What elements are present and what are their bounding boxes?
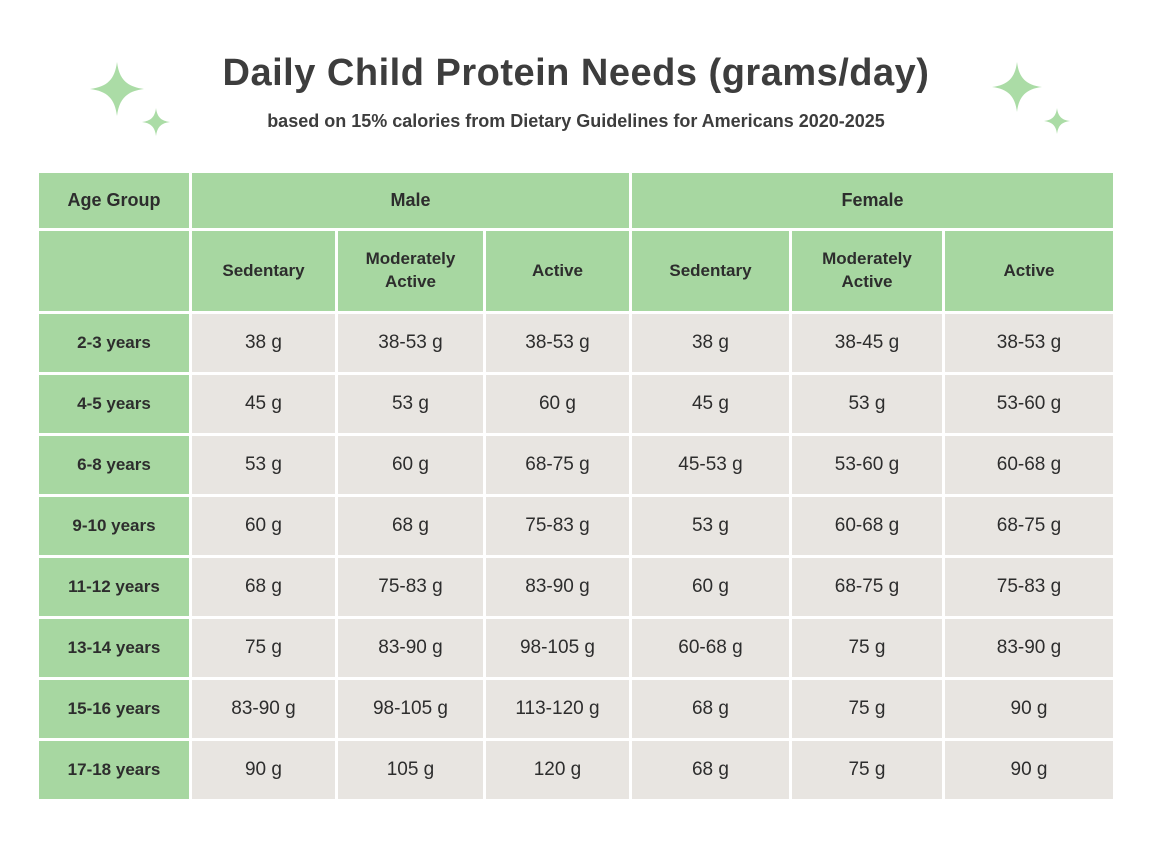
age-cell: 2-3 years — [38, 314, 189, 372]
table-row: 2-3 years 38 g 38-53 g 38-53 g 38 g 38-4… — [38, 314, 1114, 372]
sparkle-right-decoration — [992, 62, 1092, 152]
data-cell: 38 g — [191, 314, 335, 372]
data-cell: 90 g — [944, 680, 1114, 738]
data-cell: 68-75 g — [485, 436, 629, 494]
table-row: 15-16 years 83-90 g 98-105 g 113-120 g 6… — [38, 680, 1114, 738]
data-cell: 53-60 g — [944, 375, 1114, 433]
data-cell: 53-60 g — [791, 436, 942, 494]
data-cell: 75 g — [791, 680, 942, 738]
header: Daily Child Protein Needs (grams/day) ba… — [0, 0, 1152, 136]
table-row: 4-5 years 45 g 53 g 60 g 45 g 53 g 53-60… — [38, 375, 1114, 433]
data-cell: 75-83 g — [337, 558, 483, 616]
data-cell: 60-68 g — [631, 619, 789, 677]
age-cell: 17-18 years — [38, 741, 189, 799]
data-cell: 68 g — [191, 558, 335, 616]
data-cell: 90 g — [944, 741, 1114, 799]
data-cell: 45 g — [191, 375, 335, 433]
sparkle-icon — [142, 108, 170, 136]
table-row: 11-12 years 68 g 75-83 g 83-90 g 60 g 68… — [38, 558, 1114, 616]
data-cell: 83-90 g — [191, 680, 335, 738]
data-cell: 60-68 g — [944, 436, 1114, 494]
data-cell: 68 g — [337, 497, 483, 555]
female-group-header: Female — [631, 173, 1114, 228]
data-cell: 38-53 g — [485, 314, 629, 372]
sparkle-left-decoration — [90, 62, 190, 152]
female-active-header: Active — [944, 231, 1114, 311]
age-cell: 15-16 years — [38, 680, 189, 738]
data-cell: 60 g — [485, 375, 629, 433]
data-cell: 75-83 g — [485, 497, 629, 555]
group-header-row: Age Group Male Female — [38, 173, 1114, 228]
data-cell: 113-120 g — [485, 680, 629, 738]
data-cell: 45 g — [631, 375, 789, 433]
table-row: 6-8 years 53 g 60 g 68-75 g 45-53 g 53-6… — [38, 436, 1114, 494]
data-cell: 68 g — [631, 680, 789, 738]
table-row: 17-18 years 90 g 105 g 120 g 68 g 75 g 9… — [38, 741, 1114, 799]
data-cell: 105 g — [337, 741, 483, 799]
protein-needs-table: Age Group Male Female Sedentary Moderate… — [35, 170, 1117, 802]
data-cell: 68 g — [631, 741, 789, 799]
sparkle-icon — [1044, 108, 1070, 134]
male-moderately-active-header: Moderately Active — [337, 231, 483, 311]
data-cell: 98-105 g — [485, 619, 629, 677]
age-group-header: Age Group — [38, 173, 189, 228]
age-cell: 4-5 years — [38, 375, 189, 433]
data-cell: 83-90 g — [337, 619, 483, 677]
data-cell: 53 g — [337, 375, 483, 433]
data-cell: 75 g — [191, 619, 335, 677]
data-cell: 83-90 g — [944, 619, 1114, 677]
data-cell: 53 g — [191, 436, 335, 494]
empty-corner-cell — [38, 231, 189, 311]
data-cell: 75-83 g — [944, 558, 1114, 616]
sparkle-icon — [992, 62, 1042, 112]
female-moderately-active-header: Moderately Active — [791, 231, 942, 311]
data-cell: 90 g — [191, 741, 335, 799]
data-cell: 75 g — [791, 741, 942, 799]
male-sedentary-header: Sedentary — [191, 231, 335, 311]
data-cell: 68-75 g — [791, 558, 942, 616]
data-cell: 75 g — [791, 619, 942, 677]
age-cell: 11-12 years — [38, 558, 189, 616]
sub-header-row: Sedentary Moderately Active Active Seden… — [38, 231, 1114, 311]
male-group-header: Male — [191, 173, 629, 228]
page-title: Daily Child Protein Needs (grams/day) — [222, 52, 930, 94]
sparkle-icon — [90, 62, 144, 116]
data-cell: 68-75 g — [944, 497, 1114, 555]
age-cell: 9-10 years — [38, 497, 189, 555]
table-row: 9-10 years 60 g 68 g 75-83 g 53 g 60-68 … — [38, 497, 1114, 555]
age-cell: 13-14 years — [38, 619, 189, 677]
data-cell: 38 g — [631, 314, 789, 372]
table-row: 13-14 years 75 g 83-90 g 98-105 g 60-68 … — [38, 619, 1114, 677]
data-cell: 60 g — [337, 436, 483, 494]
data-cell: 60-68 g — [791, 497, 942, 555]
data-cell: 98-105 g — [337, 680, 483, 738]
data-cell: 83-90 g — [485, 558, 629, 616]
female-sedentary-header: Sedentary — [631, 231, 789, 311]
data-cell: 60 g — [631, 558, 789, 616]
data-cell: 45-53 g — [631, 436, 789, 494]
male-active-header: Active — [485, 231, 629, 311]
page-subtitle: based on 15% calories from Dietary Guide… — [267, 111, 885, 131]
age-cell: 6-8 years — [38, 436, 189, 494]
data-cell: 120 g — [485, 741, 629, 799]
data-cell: 53 g — [631, 497, 789, 555]
data-cell: 38-45 g — [791, 314, 942, 372]
data-cell: 53 g — [791, 375, 942, 433]
data-cell: 38-53 g — [337, 314, 483, 372]
data-cell: 38-53 g — [944, 314, 1114, 372]
data-cell: 60 g — [191, 497, 335, 555]
